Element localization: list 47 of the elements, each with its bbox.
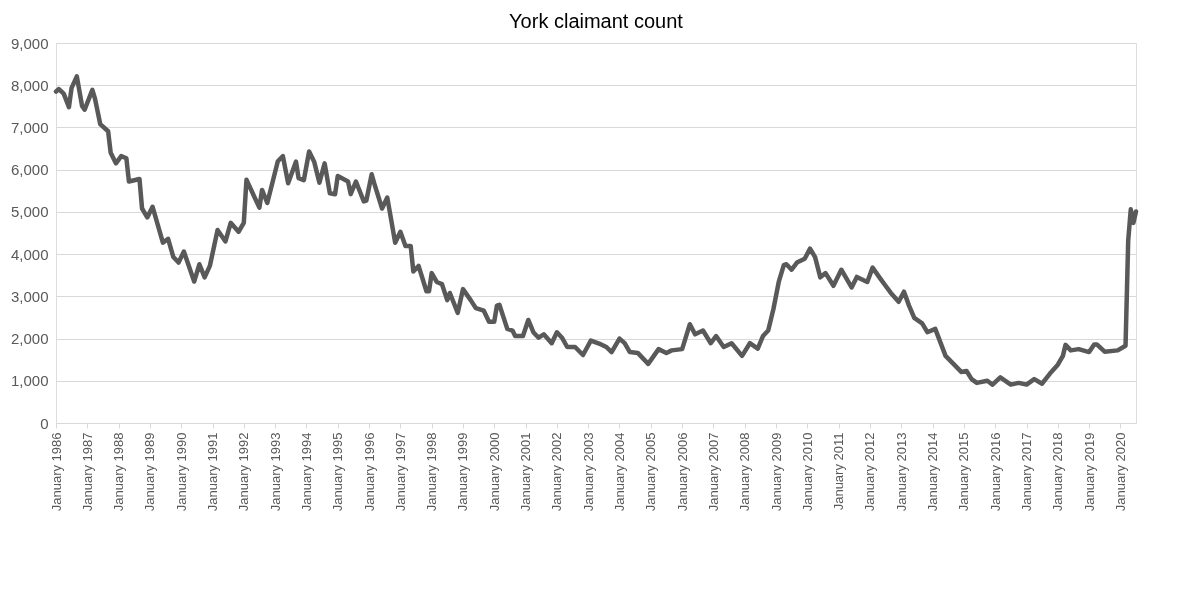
- x-tick-label: January 1987: [79, 432, 95, 512]
- x-tick-label: January 1990: [173, 432, 189, 512]
- x-tick-label: January 2016: [987, 432, 1003, 512]
- x-tick-label: January 1999: [455, 432, 471, 512]
- x-tick-label: January 2005: [643, 432, 659, 512]
- x-tick-label: January 2015: [956, 432, 972, 512]
- x-tick-label: January 2002: [549, 432, 565, 512]
- y-tick-label: 2,000: [10, 330, 49, 348]
- x-tick-label: January 1991: [205, 432, 221, 512]
- x-tick-label: January 1994: [298, 432, 314, 512]
- x-tick-label: January 2001: [518, 432, 534, 512]
- y-tick-label: 3,000: [10, 287, 49, 305]
- y-tick-label: 9,000: [10, 34, 49, 52]
- y-tick-label: 6,000: [10, 161, 49, 179]
- x-tick-label: January 1988: [111, 432, 127, 512]
- x-tick-label: January 1998: [424, 432, 440, 512]
- x-tick-label: January 2012: [862, 432, 878, 512]
- x-tick-label: January 2009: [768, 432, 784, 512]
- y-tick-label: 7,000: [10, 118, 49, 136]
- x-tick-label: January 2013: [893, 432, 909, 512]
- x-tick-label: January 1997: [392, 432, 408, 512]
- x-tick-label: January 2018: [1050, 432, 1066, 512]
- x-tick-label: January 1995: [330, 432, 346, 512]
- x-tick-label: January 1993: [267, 432, 283, 512]
- y-tick-label: 5,000: [10, 203, 49, 221]
- x-tick-label: January 2011: [831, 432, 847, 511]
- x-tick-label: January 1989: [142, 432, 158, 512]
- x-tick-label: January 2019: [1081, 432, 1097, 512]
- y-tick-label: 8,000: [10, 76, 49, 94]
- y-tick-label: 0: [40, 414, 49, 432]
- x-tick-label: January 2007: [705, 432, 721, 512]
- line-series: [53, 74, 1139, 387]
- x-tick-label: January 2017: [1019, 432, 1035, 512]
- x-tick-label: January 2008: [737, 432, 753, 512]
- chart-title: York claimant count: [509, 10, 684, 32]
- x-tick-label: January 1992: [236, 432, 252, 512]
- x-tick-label: January 2014: [925, 432, 941, 512]
- x-tick-label: January 1986: [48, 432, 64, 512]
- x-tick-label: January 2003: [580, 432, 596, 512]
- x-tick-label: January 2004: [611, 432, 627, 512]
- x-tick-label: January 2006: [674, 432, 690, 512]
- x-tick-label: January 2010: [799, 432, 815, 512]
- y-tick-label: 4,000: [10, 245, 49, 263]
- x-tick-label: January 2020: [1112, 432, 1128, 512]
- y-tick-label: 1,000: [10, 372, 49, 390]
- x-tick-label: January 2000: [486, 432, 502, 512]
- x-tick-label: January 1996: [361, 432, 377, 512]
